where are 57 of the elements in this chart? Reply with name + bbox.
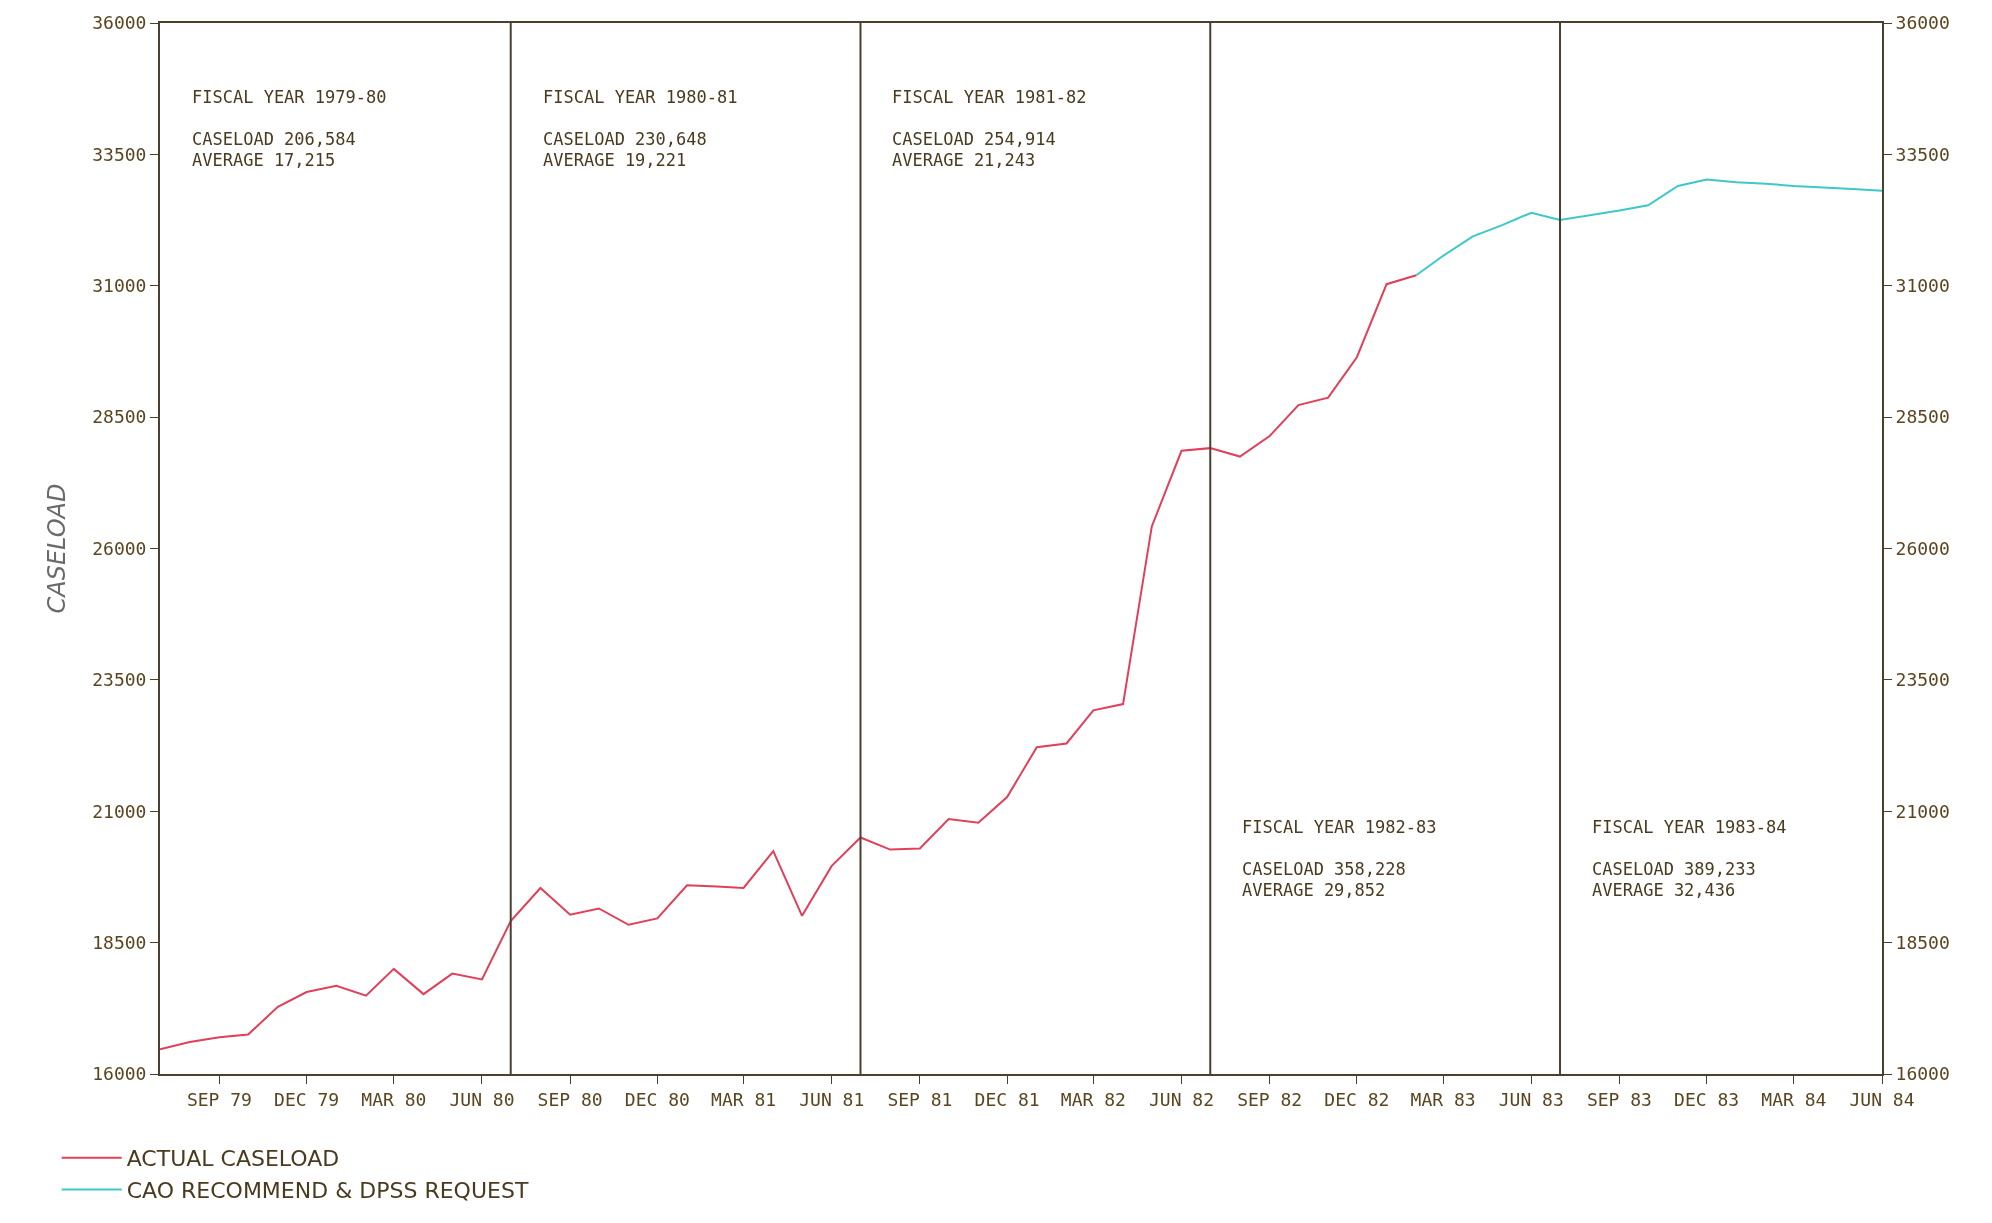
annotation: CASELOAD 230,648 xyxy=(543,129,707,149)
y-tick-label: 23500 xyxy=(92,669,147,691)
annotation: CASELOAD 389,233 xyxy=(1592,859,1756,879)
x-tick-label: JUN 84 xyxy=(1849,1088,1915,1110)
annotation: FISCAL YEAR 1982-83 xyxy=(1242,817,1437,837)
annotation: CASELOAD 254,914 xyxy=(892,129,1056,149)
y-tick-label: 18500 xyxy=(92,931,147,953)
y2-tick-label: 26000 xyxy=(1895,537,1950,559)
x-tick-label: MAR 83 xyxy=(1410,1088,1476,1110)
y-tick-label: 31000 xyxy=(92,275,147,297)
y2-tick-label: 21000 xyxy=(1895,800,1950,822)
annotation: AVERAGE 21,243 xyxy=(892,150,1036,170)
x-tick-label: DEC 83 xyxy=(1674,1088,1740,1110)
x-tick-label: MAR 80 xyxy=(361,1088,427,1110)
annotation: FISCAL YEAR 1983-84 xyxy=(1592,817,1787,837)
x-tick-label: SEP 82 xyxy=(1237,1088,1303,1110)
y-tick-label: 28500 xyxy=(92,406,147,428)
annotation: CASELOAD 206,584 xyxy=(192,129,356,149)
x-tick-label: SEP 80 xyxy=(537,1088,603,1110)
y-tick-label: 36000 xyxy=(92,12,147,34)
y2-tick-label: 33500 xyxy=(1895,143,1950,165)
y-tick-label: 26000 xyxy=(92,537,147,559)
x-tick-label: SEP 83 xyxy=(1586,1088,1652,1110)
annotation: AVERAGE 17,215 xyxy=(192,150,336,170)
x-tick-label: JUN 80 xyxy=(449,1088,515,1110)
x-tick-label: JUN 81 xyxy=(799,1088,865,1110)
annotation: FISCAL YEAR 1980-81 xyxy=(543,87,738,107)
annotation: FISCAL YEAR 1981-82 xyxy=(892,87,1087,107)
x-tick-label: DEC 81 xyxy=(974,1088,1040,1110)
annotation: CASELOAD 358,228 xyxy=(1242,859,1406,879)
legend-label: ACTUAL CASELOAD xyxy=(126,1146,340,1172)
annotation: FISCAL YEAR 1979-80 xyxy=(192,87,387,107)
x-tick-label: DEC 79 xyxy=(274,1088,340,1110)
y2-tick-label: 18500 xyxy=(1895,931,1950,953)
y2-tick-label: 31000 xyxy=(1895,275,1950,297)
x-tick-label: MAR 82 xyxy=(1060,1088,1126,1110)
x-tick-label: DEC 80 xyxy=(624,1088,690,1110)
legend-label: CAO RECOMMEND & DPSS REQUEST xyxy=(126,1178,529,1204)
x-tick-label: SEP 81 xyxy=(887,1088,953,1110)
annotation: AVERAGE 19,221 xyxy=(543,150,687,170)
x-tick-label: MAR 81 xyxy=(711,1088,777,1110)
y2-tick-label: 23500 xyxy=(1895,669,1950,691)
y-tick-label: 33500 xyxy=(92,143,147,165)
y-tick-label: 16000 xyxy=(92,1063,147,1085)
x-tick-label: MAR 84 xyxy=(1761,1088,1827,1110)
annotation: AVERAGE 32,436 xyxy=(1592,880,1736,900)
x-tick-label: JUN 82 xyxy=(1148,1088,1215,1110)
line-series xyxy=(1415,178,1882,277)
annotation: AVERAGE 29,852 xyxy=(1242,880,1386,900)
y2-tick-label: 16000 xyxy=(1895,1063,1950,1085)
x-tick-label: JUN 83 xyxy=(1498,1088,1564,1110)
x-tick-label: DEC 82 xyxy=(1324,1088,1390,1110)
y2-tick-label: 36000 xyxy=(1895,12,1950,34)
y-axis-title: CASELOAD xyxy=(42,483,71,614)
y2-tick-label: 28500 xyxy=(1895,406,1950,428)
y-tick-label: 21000 xyxy=(92,800,147,822)
x-tick-label: SEP 79 xyxy=(186,1088,252,1110)
